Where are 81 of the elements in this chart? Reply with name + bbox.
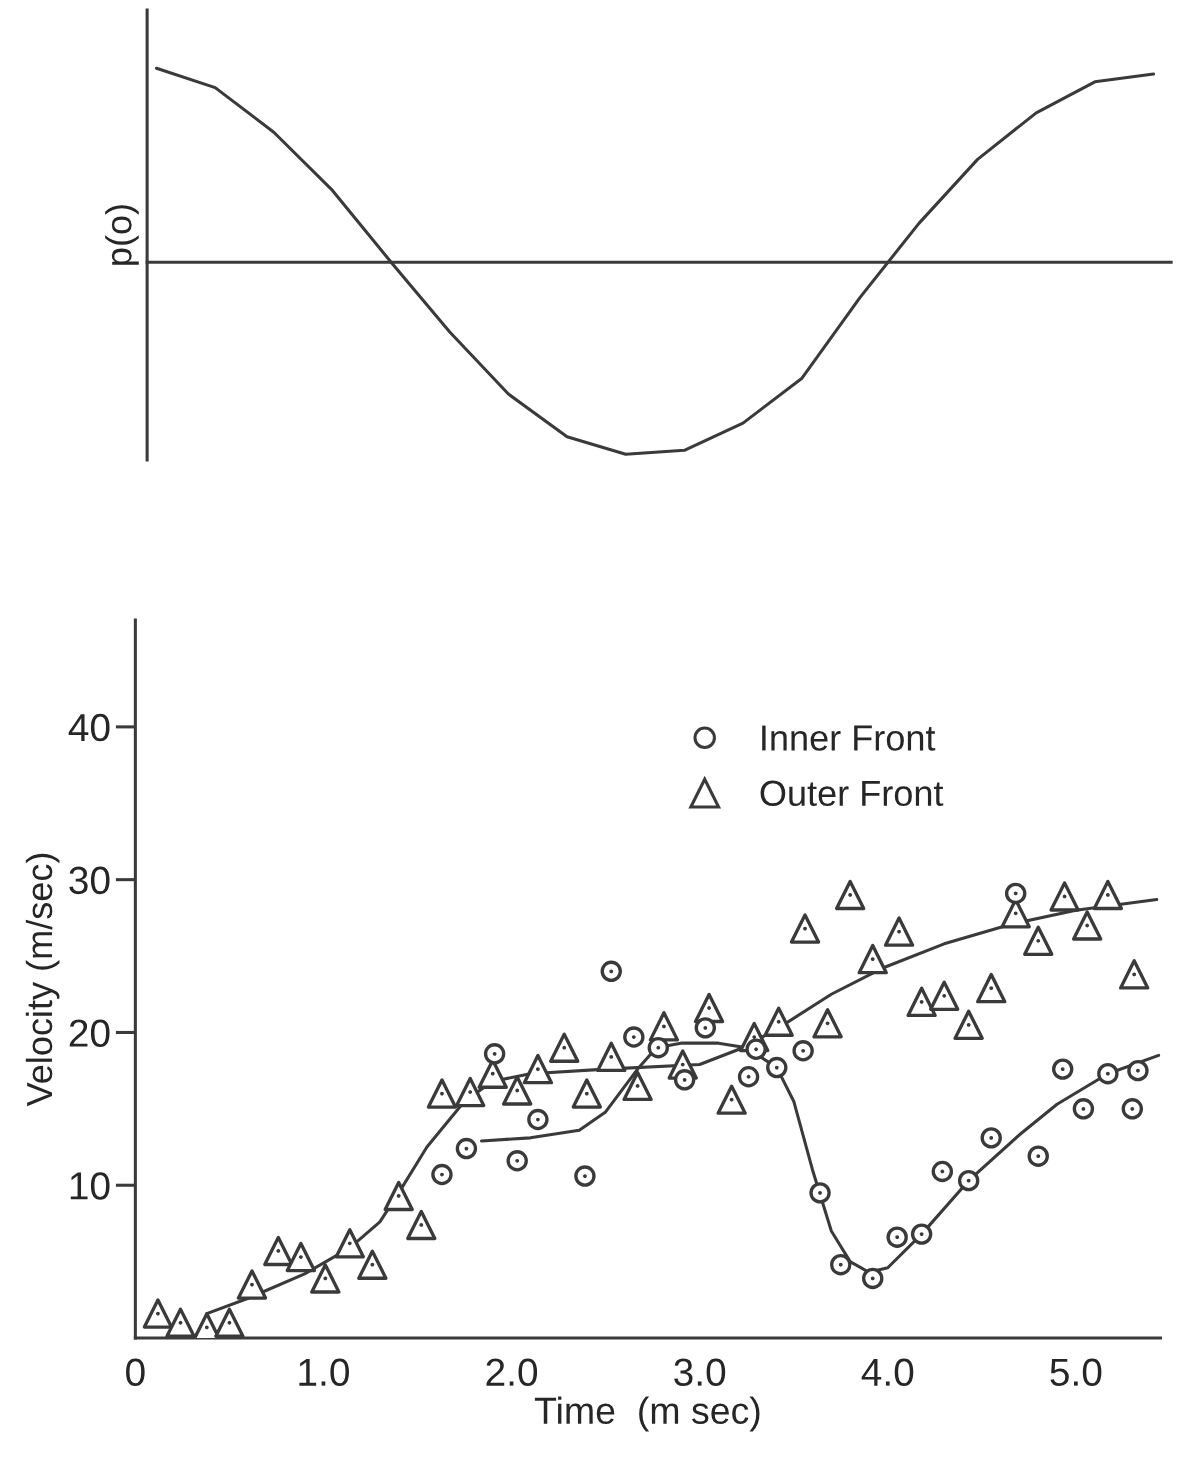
point [812,1008,843,1039]
point [647,1037,670,1059]
point [809,1182,831,1204]
point [383,1180,414,1212]
point [506,1150,528,1172]
point [596,1041,627,1073]
point [886,1226,908,1248]
point [214,1307,245,1338]
point [406,1209,437,1241]
point [673,1069,696,1091]
point [694,1017,717,1039]
point [263,1235,294,1267]
point [883,916,915,947]
point [957,1169,980,1192]
x-tick-label: 5.0 [1050,1358,1102,1387]
point [745,1038,767,1060]
x-tick-label: 4.0 [861,1358,914,1387]
y-axis-title: Velocity (m/sec) [25,853,60,1107]
point [830,1253,852,1276]
point [571,1078,603,1109]
point [549,1032,580,1063]
point [623,1026,645,1048]
y-tick-label: 20 [69,1019,110,1047]
y-tick-label: 10 [70,1172,110,1200]
point [310,1263,341,1294]
point [1092,879,1124,911]
point [792,1040,814,1062]
point [455,1137,478,1160]
point [648,1011,680,1042]
point [574,1165,596,1187]
point [906,986,937,1018]
point [716,1084,747,1115]
point [1004,882,1027,905]
point [165,1307,196,1338]
point [1097,1062,1119,1085]
point [834,879,866,911]
point [334,1228,365,1259]
legend-label: Inner Front [762,725,936,751]
point [1127,1059,1149,1082]
point [862,1267,884,1290]
x-axis-title: Time (m sec) [534,1396,760,1432]
point [431,1163,453,1186]
point [502,1075,533,1106]
y-axis-title: p(o) [105,205,139,265]
point [426,1078,458,1109]
point [953,1009,984,1041]
x-tick-label: 3.0 [674,1358,726,1387]
legend-label: Outer Front [760,780,944,807]
point [1023,925,1054,956]
point [763,1006,794,1037]
point [929,980,960,1011]
point [1118,959,1150,990]
point [1027,1145,1049,1167]
point [527,1108,549,1131]
point [1051,1058,1074,1080]
point [236,1269,268,1300]
point [142,1298,174,1329]
point [285,1241,317,1273]
x-tick-label: 2.0 [486,1358,538,1387]
point [931,1160,954,1183]
x-tick-label: 0 [126,1358,145,1387]
point [483,1043,506,1065]
y-tick-label: 40 [68,713,110,742]
point [622,1070,653,1102]
point [789,913,821,944]
point [1049,881,1080,912]
y-tick-label: 30 [69,866,110,895]
point [737,1066,760,1088]
point [976,972,1007,1004]
x-tick-label: 1.0 [299,1358,349,1387]
point [980,1127,1002,1149]
point [357,1249,388,1280]
point [857,943,888,975]
point [766,1056,788,1079]
point [1121,1098,1144,1120]
point [522,1053,554,1085]
point [1071,910,1103,941]
point [910,1223,933,1245]
point [600,960,622,983]
point [1072,1098,1095,1120]
point [454,1076,486,1108]
